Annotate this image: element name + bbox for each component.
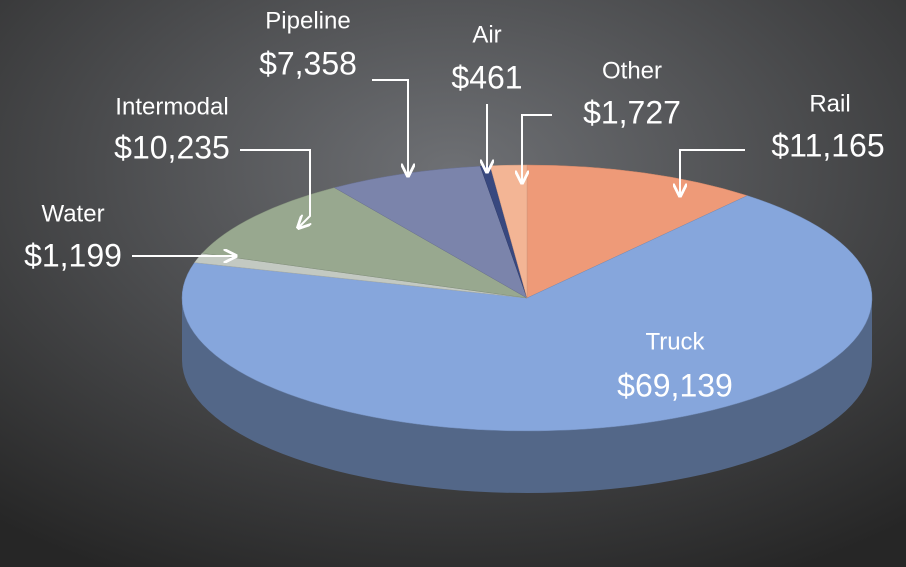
value-label: $11,165 <box>771 127 884 163</box>
slice <box>181 195 873 432</box>
slice-side <box>182 298 872 493</box>
arrow <box>522 114 552 183</box>
value-label: $7,358 <box>259 45 357 81</box>
slice-label: Other <box>602 57 662 84</box>
value-label: $69,139 <box>617 367 733 403</box>
arrow <box>372 79 408 176</box>
labels: Rail $11,165 Truck $69,139 Water $1,199 … <box>24 7 885 403</box>
slice <box>201 187 528 299</box>
slice-label: Rail <box>809 90 850 117</box>
value-label: $461 <box>451 59 522 95</box>
slice <box>526 164 748 299</box>
pie <box>181 164 873 493</box>
value-label: $1,199 <box>24 237 122 273</box>
slice-label: Pipeline <box>265 7 350 34</box>
arrow <box>240 149 310 228</box>
value-label: $1,727 <box>583 94 681 130</box>
arrows <box>132 79 745 256</box>
value-label: $10,235 <box>114 129 230 165</box>
arrow <box>680 149 745 196</box>
slice-label: Air <box>472 21 501 48</box>
slice-label: Truck <box>645 328 705 355</box>
slice-label: Water <box>41 200 104 227</box>
slice-label: Intermodal <box>115 93 228 120</box>
